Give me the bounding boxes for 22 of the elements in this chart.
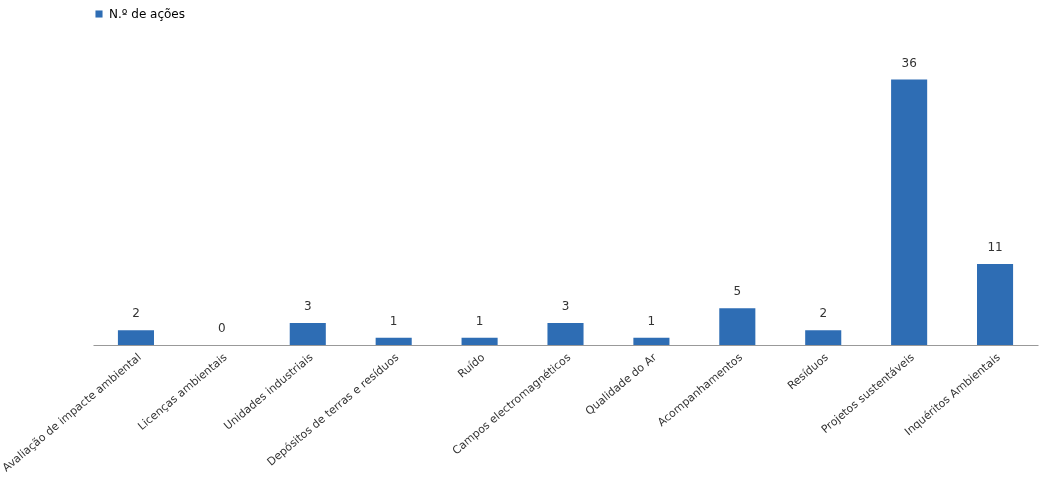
bar bbox=[633, 337, 670, 345]
legend-label: N.º de ações bbox=[109, 7, 186, 21]
bar bbox=[719, 308, 756, 345]
data-label: 2 bbox=[132, 306, 140, 321]
data-label: 5 bbox=[733, 284, 742, 299]
bar bbox=[891, 79, 928, 345]
bar bbox=[289, 322, 326, 345]
data-label: 11 bbox=[987, 239, 1003, 254]
data-label: 1 bbox=[389, 313, 398, 328]
data-label: 0 bbox=[218, 321, 226, 335]
data-label: 3 bbox=[561, 298, 570, 313]
bar bbox=[547, 322, 584, 345]
bar bbox=[977, 263, 1014, 345]
data-label: 2 bbox=[819, 306, 828, 321]
data-label: 3 bbox=[303, 298, 312, 313]
data-label: 36 bbox=[901, 55, 917, 70]
data-label: 1 bbox=[475, 313, 484, 328]
bar bbox=[461, 337, 498, 345]
bar bbox=[117, 330, 154, 345]
bar bbox=[805, 330, 842, 345]
bar bbox=[375, 337, 412, 345]
data-label: 1 bbox=[647, 313, 656, 328]
